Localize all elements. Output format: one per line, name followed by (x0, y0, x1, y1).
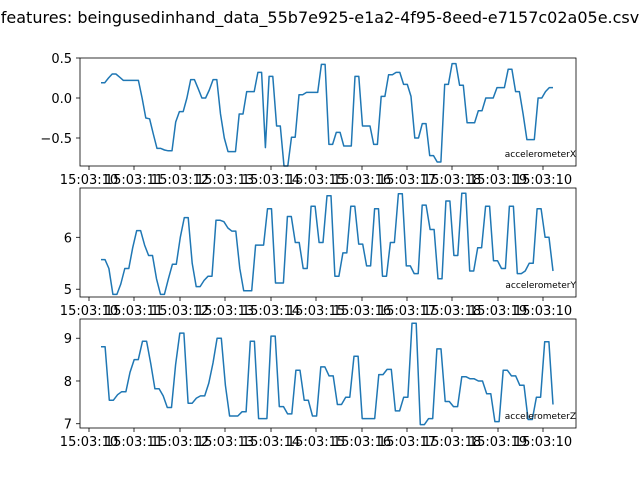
x-tick-label: 15:03:13 (196, 173, 254, 188)
x-tick-label: 15:03:16 (333, 435, 391, 450)
axes-frame-accelerometerZ (79, 318, 577, 429)
x-tick-label: 15:03:14 (242, 304, 300, 319)
x-tick-label: 15:03:19 (469, 304, 527, 319)
subplot-accelerometerX: 0.50.0−0.515:03:1015:03:1115:03:1215:03:… (40, 52, 577, 188)
y-tick-label: 7 (64, 418, 72, 433)
x-tick-label: 15:03:10 (60, 173, 118, 188)
x-tick-label: 15:03:19 (469, 435, 527, 450)
x-tick-label: 15:03:14 (242, 435, 300, 450)
x-tick-label: 15:03:12 (151, 435, 209, 450)
y-tick-label: 5 (64, 283, 72, 298)
x-tick-label: 15:03:15 (287, 304, 345, 319)
y-tick-label: −0.5 (40, 132, 72, 147)
x-tick-label: 15:03:18 (423, 304, 481, 319)
x-tick-label: 15:03:13 (196, 435, 254, 450)
x-tick-label: 15:03:11 (105, 304, 163, 319)
x-tick-label: 15:03:10 (514, 304, 572, 319)
legend-accelerometerY: accelerometerY (505, 281, 576, 291)
x-tick-label: 15:03:17 (378, 304, 436, 319)
x-tick-label: 15:03:19 (469, 173, 527, 188)
axes-frame-accelerometerY (79, 187, 577, 298)
series-line-accelerometerY (101, 192, 554, 296)
x-tick-label: 15:03:18 (423, 435, 481, 450)
x-tick-label: 15:03:16 (333, 173, 391, 188)
x-tick-label: 15:03:14 (242, 173, 300, 188)
x-tick-label: 15:03:12 (151, 304, 209, 319)
x-tick-label: 15:03:15 (287, 173, 345, 188)
x-tick-label: 15:03:10 (60, 304, 118, 319)
x-tick-label: 15:03:10 (514, 435, 572, 450)
axes-frame-accelerometerX (79, 57, 577, 167)
x-tick-label: 15:03:11 (105, 435, 163, 450)
x-tick-label: 15:03:10 (60, 435, 118, 450)
x-tick-label: 15:03:13 (196, 304, 254, 319)
legend-accelerometerX: accelerometerX (505, 150, 576, 160)
y-tick-label: 0.0 (51, 92, 72, 107)
y-tick-label: 9 (64, 332, 72, 347)
subplot-accelerometerZ: 98715:03:1015:03:1115:03:1215:03:1315:03… (60, 318, 577, 450)
x-tick-label: 15:03:15 (287, 435, 345, 450)
subplot-accelerometerY: 6515:03:1015:03:1115:03:1215:03:1315:03:… (60, 187, 577, 319)
y-tick-label: 6 (64, 231, 72, 246)
y-tick-label: 0.5 (51, 52, 72, 67)
legend-accelerometerZ: accelerometerZ (505, 412, 576, 422)
x-tick-label: 15:03:11 (105, 173, 163, 188)
x-tick-label: 15:03:12 (151, 173, 209, 188)
subplots: 0.50.0−0.515:03:1015:03:1115:03:1215:03:… (40, 52, 576, 450)
x-tick-label: 15:03:17 (378, 173, 436, 188)
series-line-accelerometerX (101, 62, 553, 167)
series-line-accelerometerZ (101, 322, 554, 426)
chart-title: features: beingusedinhand_data_55b7e925-… (1, 8, 639, 28)
x-tick-label: 15:03:17 (378, 435, 436, 450)
y-tick-label: 8 (64, 375, 72, 390)
x-tick-label: 15:03:10 (514, 173, 572, 188)
x-tick-label: 15:03:18 (423, 173, 481, 188)
x-tick-label: 15:03:16 (333, 304, 391, 319)
